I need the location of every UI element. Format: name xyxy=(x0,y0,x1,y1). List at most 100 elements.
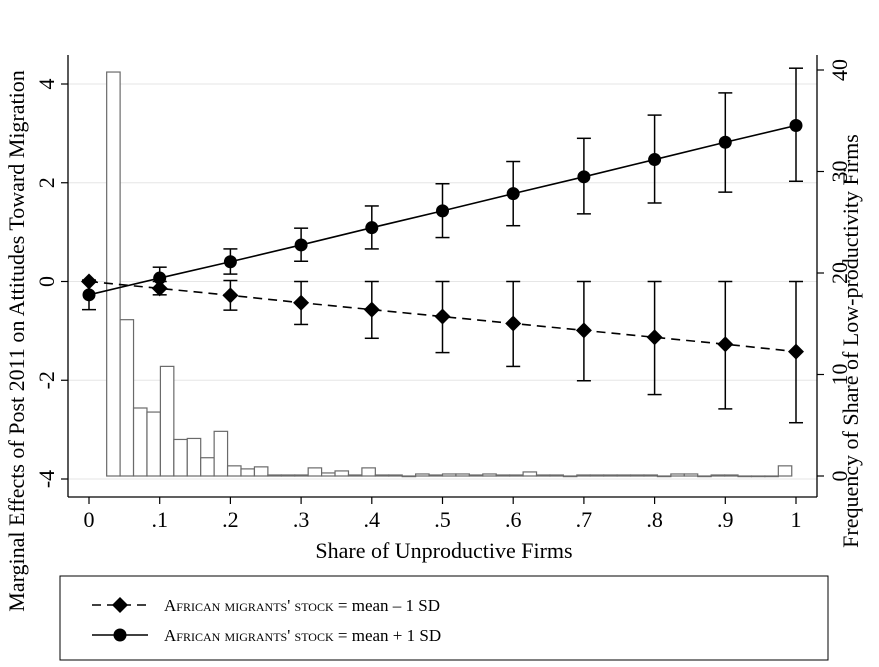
marker-circle xyxy=(718,135,732,149)
histogram-bar xyxy=(576,474,591,477)
histogram-bar xyxy=(441,473,457,477)
histogram-bar xyxy=(723,474,739,477)
histogram-bar xyxy=(321,472,336,477)
x-tick-label: .3 xyxy=(293,507,310,532)
y-right-tick-label: 10 xyxy=(827,364,852,386)
histogram-bar xyxy=(643,474,659,477)
legend-marker-diamond xyxy=(112,597,128,613)
histogram-bar xyxy=(226,465,242,477)
marker-circle xyxy=(789,118,803,132)
histogram-bar xyxy=(535,474,551,477)
marker-circle xyxy=(223,255,237,269)
series-layer xyxy=(81,67,804,424)
histogram-bar xyxy=(697,475,712,478)
histogram-bar xyxy=(750,475,766,478)
series-mean-minus-1sd xyxy=(81,273,804,424)
y-right-tick-label: 30 xyxy=(827,161,852,183)
x-tick-label: .4 xyxy=(364,507,381,532)
x-tick-label: .6 xyxy=(505,507,522,532)
x-tick-label: .8 xyxy=(646,507,663,532)
y-left-axis-title: Marginal Effects of Post 2011 on Attitud… xyxy=(4,70,29,611)
marker-diamond xyxy=(434,308,451,325)
histogram-bar xyxy=(307,467,323,477)
x-tick-label: .1 xyxy=(151,507,168,532)
legend-marker-circle xyxy=(113,628,127,642)
marker-diamond xyxy=(717,336,734,353)
histogram-bar xyxy=(589,474,605,477)
y-right-tick-label: 20 xyxy=(827,262,852,284)
x-axis-title: Share of Unproductive Firms xyxy=(315,538,572,563)
histogram-bar xyxy=(629,474,645,477)
marker-circle xyxy=(506,187,520,201)
marker-circle xyxy=(436,204,449,218)
histogram-bar xyxy=(455,473,470,477)
y-left-tick-label: -4 xyxy=(34,470,59,488)
histogram-bar xyxy=(213,430,229,477)
y-left-tick-label: 4 xyxy=(34,79,59,90)
marker-diamond xyxy=(505,315,522,332)
histogram-bar xyxy=(294,474,309,477)
legend: African migrants' stock = mean – 1 SD Af… xyxy=(59,575,829,661)
histogram-bar xyxy=(710,474,726,477)
histogram-bar xyxy=(240,468,256,477)
legend-box xyxy=(59,575,829,661)
histogram-bar xyxy=(267,474,282,477)
marker-diamond xyxy=(575,322,592,339)
histogram-bar xyxy=(388,474,403,477)
series-mean-plus-1sd xyxy=(82,67,803,311)
marker-circle xyxy=(294,238,308,252)
histogram-bar xyxy=(253,466,269,477)
histogram-bar xyxy=(280,474,296,477)
x-tick-label: .5 xyxy=(434,507,451,532)
histogram-bar xyxy=(562,475,578,478)
y-right-tick-label: 40 xyxy=(827,59,852,81)
histogram-bar xyxy=(106,71,121,477)
marker-diamond xyxy=(646,329,663,346)
histogram-bar xyxy=(670,473,685,477)
histogram xyxy=(106,71,793,478)
histogram-bar xyxy=(173,438,188,477)
y-right-axis-title: Frequency of Share of Low-productivity F… xyxy=(838,134,863,548)
histogram-bar xyxy=(334,470,350,477)
histogram-bar xyxy=(683,473,699,477)
histogram-bar xyxy=(468,474,484,477)
marker-circle xyxy=(648,153,662,167)
histogram-bar xyxy=(777,465,793,477)
y-right-tick-label: 0 xyxy=(827,471,852,482)
legend-label-mean-plus: African migrants' stock = mean + 1 SD xyxy=(164,626,441,645)
marker-circle xyxy=(365,221,379,235)
histogram-bar xyxy=(186,437,202,477)
histogram-bar xyxy=(200,457,215,477)
histogram-bar xyxy=(401,475,417,478)
histogram-bar xyxy=(482,473,497,477)
histogram-bar xyxy=(428,474,444,477)
marker-circle xyxy=(82,288,96,302)
marker-diamond xyxy=(788,343,804,360)
histogram-bar xyxy=(656,475,672,478)
y-left-tick-label: 0 xyxy=(34,276,59,287)
y-left-tick-label: 2 xyxy=(34,177,59,188)
marker-diamond xyxy=(222,287,239,304)
y-left-tick-label: -2 xyxy=(34,371,59,389)
histogram-bar xyxy=(603,474,618,477)
legend-label-mean-minus: African migrants' stock = mean – 1 SD xyxy=(164,596,440,615)
histogram-bar xyxy=(374,474,390,477)
series-line xyxy=(88,280,797,353)
x-tick-label: .2 xyxy=(222,507,239,532)
histogram-bar xyxy=(549,474,564,477)
marker-circle xyxy=(153,271,167,285)
x-tick-label: 1 xyxy=(791,507,802,532)
marker-diamond xyxy=(363,301,380,318)
x-tick-label: 0 xyxy=(84,507,95,532)
x-tick-label: .7 xyxy=(576,507,593,532)
histogram-bar xyxy=(132,407,148,477)
histogram-bar xyxy=(616,474,632,477)
marker-circle xyxy=(577,170,591,184)
histogram-bar xyxy=(361,467,376,477)
histogram-bar xyxy=(522,471,538,477)
histogram-bar xyxy=(146,411,162,477)
histogram-bar xyxy=(119,319,135,477)
histogram-bar xyxy=(415,473,430,477)
